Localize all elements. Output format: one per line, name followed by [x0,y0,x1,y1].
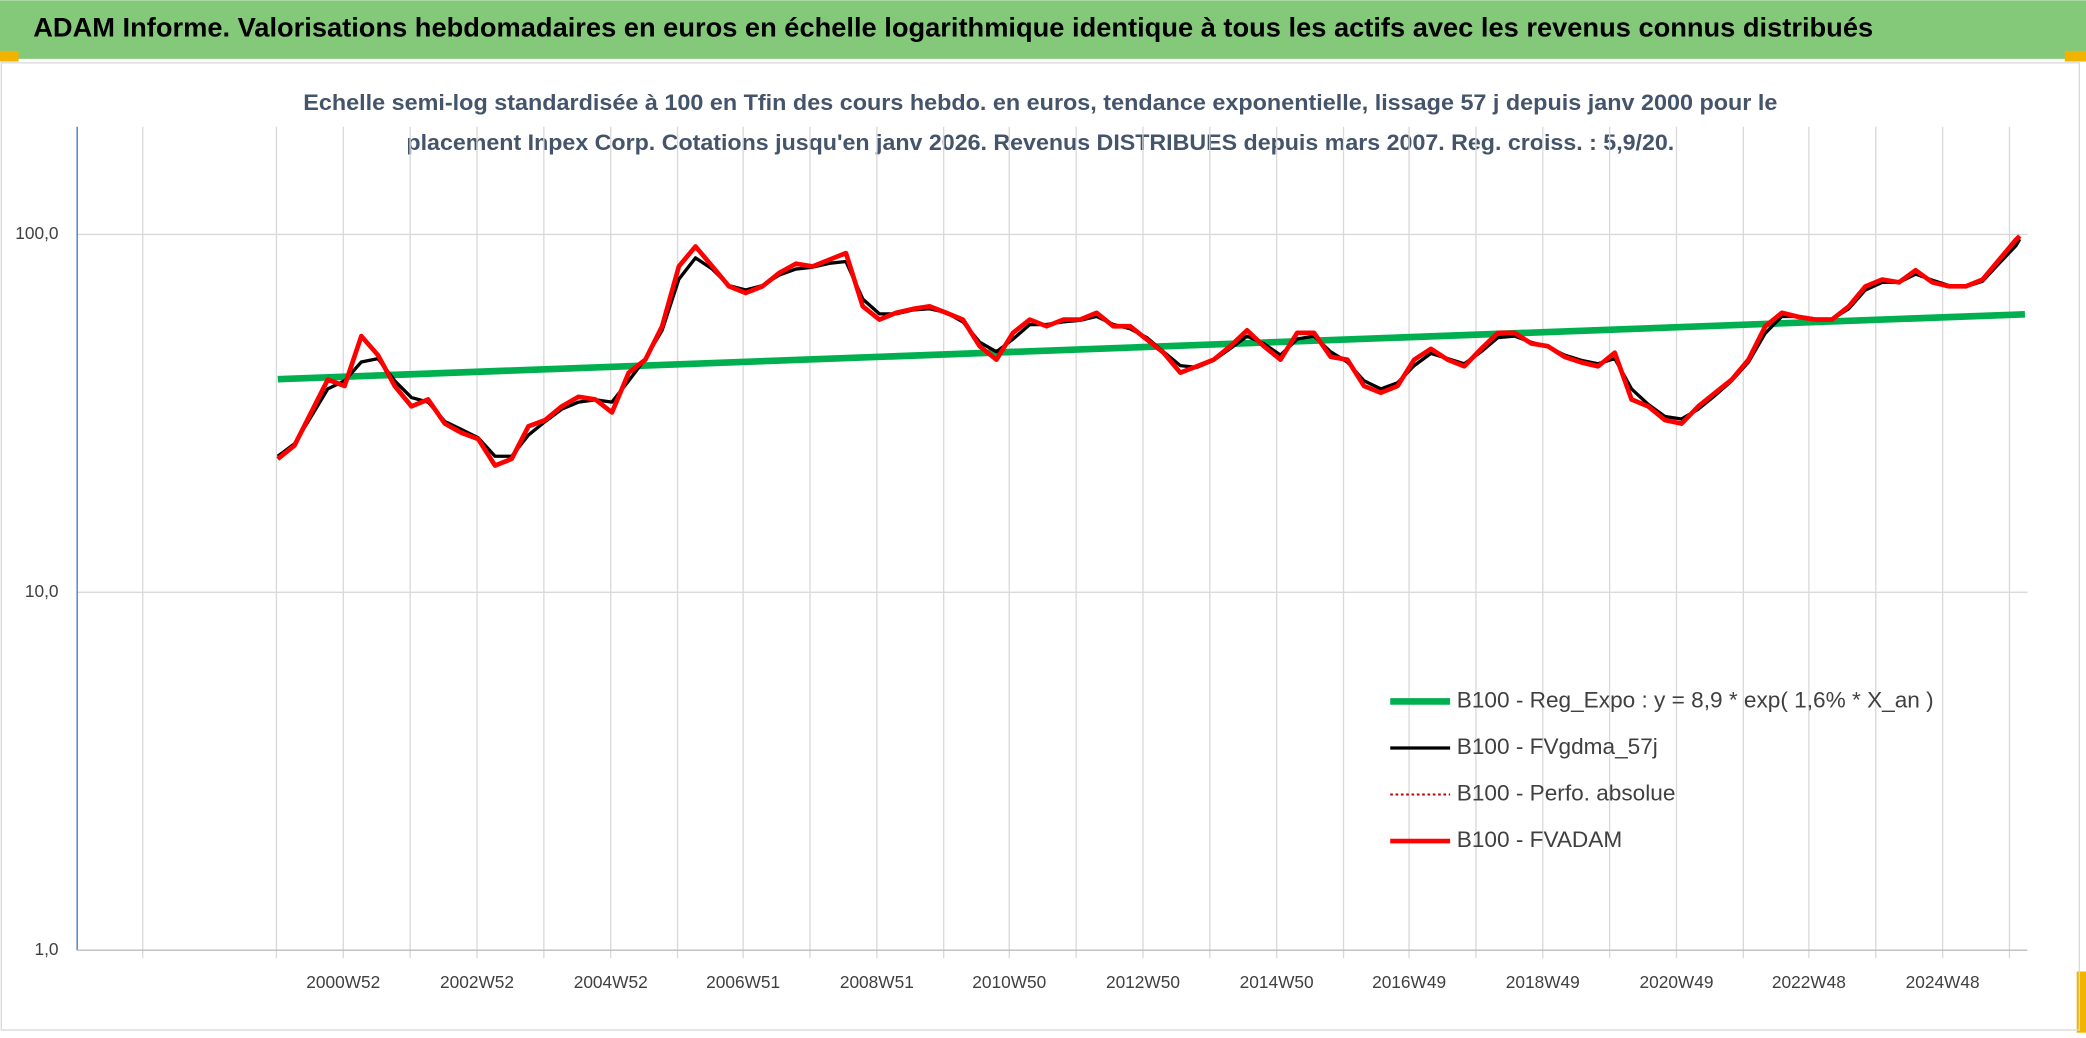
page-title: ADAM Informe. Valorisations hebdomadaire… [33,13,1873,43]
x-tick-label: 2000W52 [306,972,380,992]
x-tick-label: 2012W50 [1106,972,1180,992]
x-tick-label: 2024W48 [1906,972,1980,992]
series-line [277,235,2021,467]
series-line [276,234,2022,468]
x-tick-label: 2002W52 [440,972,514,992]
chart-subtitle: Echelle semi-log standardisée à 100 en T… [303,90,1777,115]
x-tick-label: 2020W49 [1639,972,1713,992]
y-tick-label: 10,0 [25,581,59,601]
chart-subtitle: placement Inpex Corp. Cotations jusqu'en… [406,130,1674,155]
corner-mark [2064,50,2086,62]
x-tick-label: 2018W49 [1506,972,1580,992]
x-tick-label: 2004W52 [574,972,648,992]
legend-label: B100 - FVgdma_57j [1457,734,1658,759]
corner-mark [2076,971,2086,1033]
x-tick-label: 2022W48 [1772,972,1846,992]
y-tick-label: 1,0 [35,939,59,959]
x-tick-label: 2014W50 [1240,972,1314,992]
x-tick-label: 2016W49 [1372,972,1446,992]
legend-label: B100 - FVADAM [1457,827,1622,852]
x-tick-label: 2010W50 [972,972,1046,992]
legend-label: B100 - Reg_Expo : y = 8,9 * exp( 1,6% * … [1457,687,1934,712]
header-bar [0,0,2086,59]
chart-frame [0,62,2081,1031]
y-tick-label: 100,0 [15,223,58,243]
legend-label: B100 - Perfo. absolue [1457,781,1676,806]
series-line [277,310,2026,383]
corner-mark [0,50,19,62]
x-tick-label: 2008W51 [840,972,914,992]
x-tick-label: 2006W51 [706,972,780,992]
